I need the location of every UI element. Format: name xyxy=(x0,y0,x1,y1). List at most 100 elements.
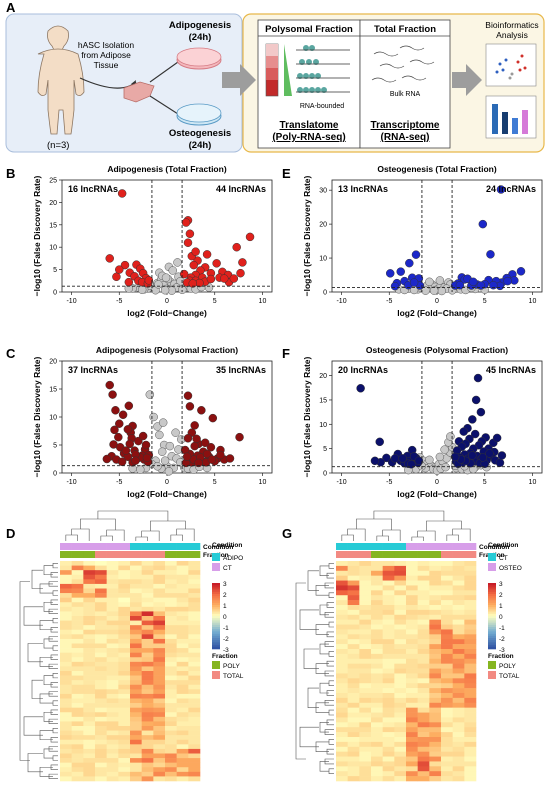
heatmap-cell xyxy=(336,609,348,616)
heatmap-cell xyxy=(71,771,84,777)
heatmap-cell xyxy=(106,574,119,580)
heatmap-cell xyxy=(464,776,477,782)
heatmap-cell xyxy=(71,629,84,635)
heatmap-cell xyxy=(382,634,395,640)
heatmap-cell xyxy=(441,644,453,650)
heatmap-cell xyxy=(429,619,442,625)
heatmap-cell xyxy=(153,671,166,676)
significant-point xyxy=(212,259,221,268)
heatmap-cell xyxy=(347,683,360,689)
heatmap-cell xyxy=(359,600,372,606)
heatmap-cell xyxy=(359,570,372,576)
heatmap-cell xyxy=(441,629,453,635)
heatmap-cell xyxy=(83,771,96,777)
heatmap-cell xyxy=(452,590,465,596)
heatmap-cell xyxy=(382,605,395,611)
heatmap-cell xyxy=(141,574,154,580)
heatmap-cell xyxy=(141,767,154,773)
heatmap-cell xyxy=(60,661,72,667)
fraction-annotation-cell xyxy=(452,551,465,558)
heatmap-cell xyxy=(394,751,407,757)
heatmap-cell xyxy=(429,673,442,679)
heatmap-cell xyxy=(71,735,84,741)
fraction-annotation-cell xyxy=(359,551,372,558)
down-count-label: 20 lncRNAs xyxy=(338,365,388,375)
heatmap-cell xyxy=(71,616,84,621)
heatmap-cell xyxy=(71,565,84,571)
heatmap-cell xyxy=(464,727,477,733)
heatmap-cell xyxy=(406,663,418,669)
nonsignificant-point xyxy=(145,390,155,399)
significant-point xyxy=(194,458,203,468)
heatmap-cell xyxy=(371,702,383,708)
heatmap-cell xyxy=(165,616,177,621)
heatmap-cell xyxy=(336,673,348,679)
heatmap-cell xyxy=(106,638,119,644)
heatmap-cell xyxy=(336,761,348,767)
heatmap-cell xyxy=(165,625,177,631)
heatmap-cell xyxy=(347,624,360,630)
heatmap-cell xyxy=(417,570,430,576)
heatmap-cell xyxy=(429,732,442,738)
heatmap-cell xyxy=(165,671,177,676)
heatmap-cell xyxy=(95,629,107,635)
heatmap-cell xyxy=(417,751,430,757)
heatmap-cell xyxy=(176,588,189,594)
heatmap-cell xyxy=(165,726,177,731)
heatmap-cell xyxy=(153,634,166,640)
heatmap-cell xyxy=(153,638,166,644)
heatmap-cell xyxy=(83,643,96,649)
heatmap-cell xyxy=(417,697,430,704)
heatmap-cell xyxy=(83,588,96,594)
heatmap-cell xyxy=(336,580,348,586)
heatmap-cell xyxy=(188,648,201,653)
heatmap-cell xyxy=(153,762,166,768)
heatmap-cell xyxy=(141,716,154,722)
heatmap-cell xyxy=(417,732,430,738)
significant-point xyxy=(206,274,216,284)
heatmap-cell xyxy=(60,693,72,699)
heatmap-cell xyxy=(336,634,348,640)
heatmap-cell xyxy=(452,585,465,591)
nonsignificant-point xyxy=(171,428,180,437)
heatmap-cell xyxy=(382,565,395,572)
heatmap-cell xyxy=(83,579,96,585)
heatmap-cell xyxy=(141,625,154,631)
heatmap-cell xyxy=(382,590,395,596)
heatmap-cell xyxy=(417,565,430,572)
heatmap-cell xyxy=(417,585,430,591)
heatmap-cell xyxy=(176,716,189,722)
heatmap-cell xyxy=(452,771,465,777)
heatmap-cell xyxy=(371,634,383,640)
heatmap-cell xyxy=(336,732,348,738)
heatmap-cell xyxy=(118,579,131,585)
heatmap-cell xyxy=(130,597,142,603)
heatmap-cell xyxy=(382,658,395,664)
heatmap-cell xyxy=(153,771,166,777)
heatmap-cell xyxy=(371,590,383,596)
heatmap-cell xyxy=(406,702,418,708)
heatmap-cell xyxy=(452,629,465,635)
heatmap-cell xyxy=(83,625,96,631)
colorbar-tick-label: -3 xyxy=(499,647,505,654)
heatmap-cell xyxy=(130,588,142,594)
significant-point xyxy=(185,402,195,411)
heatmap-cell xyxy=(429,570,442,576)
heatmap-cell xyxy=(464,688,477,694)
heatmap-cell xyxy=(141,748,154,754)
heatmap-cell xyxy=(452,609,465,616)
heatmap-cell xyxy=(406,678,418,684)
volcano-plot-c: C Adipogenesis (Polysomal Fraction) -10 -5 0… xyxy=(6,345,273,499)
heatmap-cell xyxy=(71,776,84,782)
significant-point xyxy=(110,425,119,435)
heatmap-cell xyxy=(60,767,72,773)
heatmap-layer: D Condition Fraction 3 2 1 0 -1 -2 -3 Condition ADI… xyxy=(6,510,522,782)
heatmap-cell xyxy=(141,735,154,741)
condition-legend-label: CT xyxy=(223,565,232,572)
y-tick-label: 5 xyxy=(323,446,327,453)
heatmap-cell xyxy=(406,761,418,767)
heatmap-cell xyxy=(336,741,348,748)
heatmap-cell xyxy=(429,693,442,699)
heatmap-cell xyxy=(83,716,96,722)
